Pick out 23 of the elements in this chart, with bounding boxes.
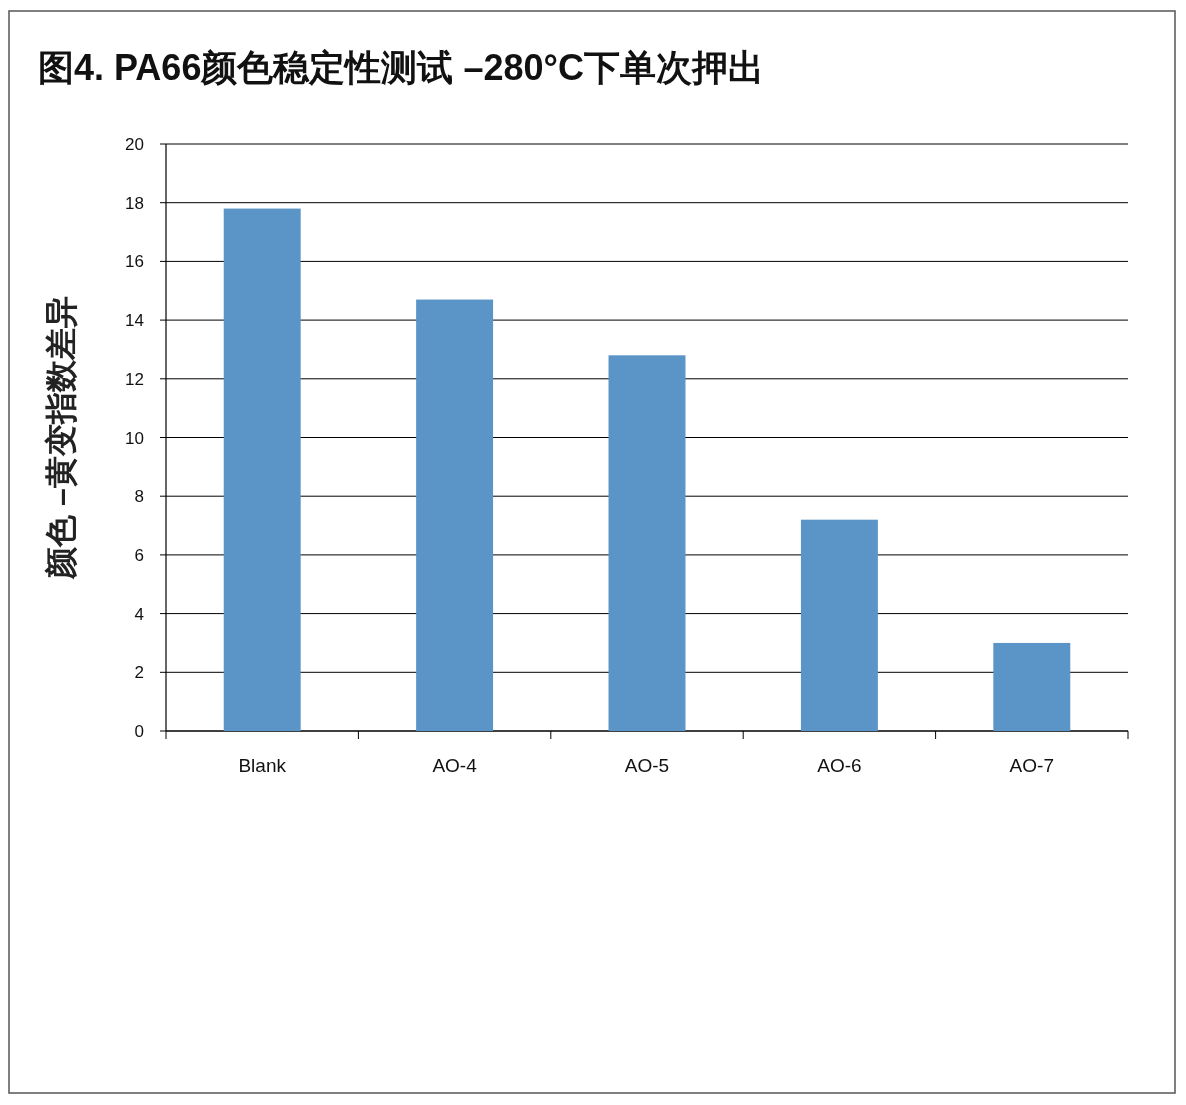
y-tick-label: 2 bbox=[134, 663, 144, 683]
bar bbox=[608, 355, 686, 731]
y-tick-label: 14 bbox=[125, 311, 144, 331]
bar bbox=[800, 519, 878, 731]
y-tick-label: 16 bbox=[125, 252, 144, 272]
x-tick-label: AO-6 bbox=[817, 755, 862, 776]
y-tick-label: 18 bbox=[125, 193, 144, 213]
y-tick-label: 4 bbox=[134, 604, 144, 624]
bar bbox=[416, 299, 494, 731]
y-axis-title: 颜色 –黄变指数差异 bbox=[43, 296, 79, 580]
x-tick-label: Blank bbox=[238, 755, 287, 776]
y-tick-label: 8 bbox=[134, 487, 144, 507]
bar bbox=[223, 208, 301, 731]
x-tick-label: AO-4 bbox=[432, 755, 478, 776]
x-tick-label: AO-7 bbox=[1009, 755, 1054, 776]
y-tick-label: 0 bbox=[134, 722, 144, 741]
y-tick-label: 6 bbox=[134, 545, 144, 565]
bar bbox=[993, 642, 1071, 731]
y-tick-label: 12 bbox=[125, 369, 144, 389]
y-tick-label: 10 bbox=[125, 428, 144, 448]
chart-title: 图4. PA66颜色稳定性测试 –280°C下单次押出 bbox=[38, 47, 764, 88]
y-tick-label: 20 bbox=[125, 135, 144, 154]
x-tick-label: AO-5 bbox=[624, 755, 670, 776]
